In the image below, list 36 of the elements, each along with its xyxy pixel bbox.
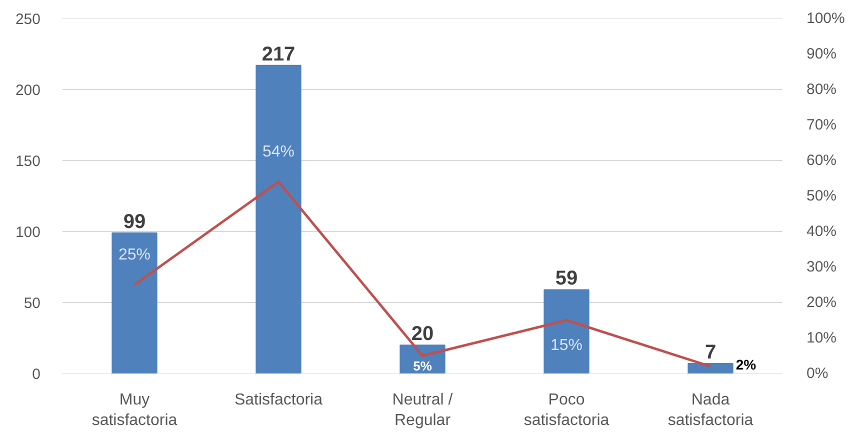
- data-label: 5%: [413, 358, 432, 374]
- x-tick-label: Neutral / Regular: [392, 392, 454, 429]
- x-tick-label: Poco satisfactoria: [524, 392, 610, 429]
- data-label: 15%: [550, 336, 583, 354]
- y2-tick-label: 40%: [806, 223, 837, 240]
- y-tick-label: 50: [24, 295, 41, 312]
- x-tick-label: Satisfactoria: [234, 392, 323, 408]
- data-label: 99: [123, 210, 146, 233]
- y-tick-label: 200: [15, 82, 41, 99]
- data-label: 2%: [736, 356, 757, 372]
- y2-tick-label: 80%: [806, 81, 837, 98]
- data-label: 54%: [262, 143, 295, 160]
- data-label: 217: [262, 43, 296, 66]
- y2-tick-label: 100%: [806, 10, 845, 27]
- y2-tick-label: 60%: [806, 152, 837, 169]
- y2-tick-label: 0%: [806, 365, 828, 382]
- y-tick-label: 0: [32, 366, 40, 383]
- bar: [688, 363, 734, 374]
- data-label: 59: [555, 268, 578, 290]
- data-label: 25%: [118, 246, 151, 264]
- y2-tick-label: 20%: [806, 294, 837, 311]
- y2-tick-label: 10%: [806, 330, 837, 346]
- bar: [112, 232, 158, 374]
- bar: [256, 64, 302, 374]
- y-tick-label: 150: [15, 153, 41, 170]
- y2-tick-label: 30%: [806, 258, 837, 276]
- y2-tick-label: 90%: [806, 46, 837, 62]
- x-tick-label: Muy satisfactoria: [92, 392, 178, 429]
- x-tick-label: Nada satisfactoria: [668, 392, 754, 429]
- y-tick-label: 100: [15, 224, 41, 241]
- y-tick-label: 250: [15, 11, 41, 28]
- y2-tick-label: 50%: [806, 188, 837, 204]
- bar: [544, 289, 590, 374]
- data-label: 20: [411, 323, 434, 346]
- data-label: 7: [704, 342, 716, 364]
- y2-tick-label: 70%: [806, 116, 837, 134]
